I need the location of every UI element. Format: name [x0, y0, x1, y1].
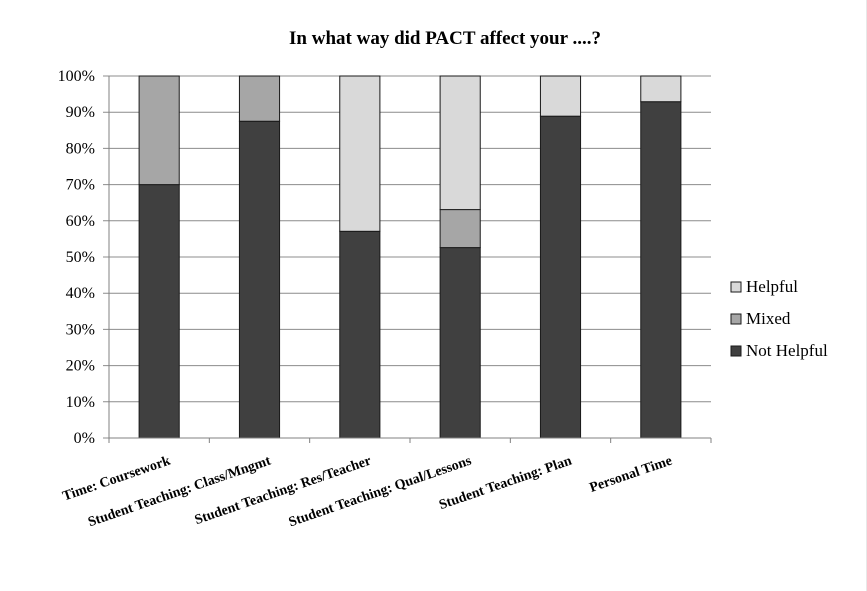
- bar-segment-not-helpful: [539, 115, 582, 439]
- y-tick-label: 60%: [66, 213, 95, 230]
- y-tick-label: 50%: [66, 249, 95, 266]
- bar-segment-not-helpful: [138, 184, 180, 439]
- legend-swatch: [730, 345, 742, 357]
- bar-segment-mixed: [138, 75, 180, 186]
- bar-segment-helpful: [339, 75, 381, 232]
- bar-segment-helpful: [539, 75, 582, 117]
- x-tick-label: Student Teaching: Qual/Lessons: [287, 453, 474, 530]
- legend-label: Helpful: [746, 277, 798, 296]
- bar-segment-helpful: [640, 75, 682, 103]
- x-tick-label: Student Teaching: Res/Teacher: [193, 454, 373, 529]
- bars: [138, 75, 682, 439]
- y-tick-label: 0%: [74, 430, 95, 447]
- bar-segment-mixed: [238, 75, 281, 122]
- bar-segment-not-helpful: [640, 101, 682, 439]
- bar-segment-not-helpful: [439, 247, 481, 439]
- y-tick-label: 30%: [66, 321, 95, 338]
- y-tick-label: 10%: [66, 394, 95, 411]
- legend: Helpful Mixed Not Helpful: [730, 277, 828, 360]
- gridlines: [103, 75, 711, 439]
- y-tick-label: 70%: [66, 177, 95, 194]
- legend-swatch: [730, 281, 742, 293]
- legend-label: Not Helpful: [746, 341, 828, 360]
- y-tick-label: 40%: [66, 285, 95, 302]
- y-tick-label: 100%: [58, 68, 95, 85]
- bar-segment-mixed: [439, 209, 481, 249]
- y-tick-label: 80%: [66, 140, 95, 157]
- bar-segment-not-helpful: [238, 120, 281, 439]
- x-tick-label: Student Teaching: Class/Mngmt: [86, 453, 273, 530]
- bar-segment-not-helpful: [339, 230, 381, 439]
- y-tick-label: 20%: [66, 358, 95, 375]
- y-tick-label: 90%: [66, 104, 95, 121]
- x-tick-label: Personal Time: [588, 454, 674, 496]
- axes: [108, 0, 867, 591]
- legend-label: Mixed: [746, 309, 791, 328]
- chart-title: In what way did PACT affect your ....?: [289, 28, 601, 49]
- legend-swatch: [730, 313, 742, 325]
- bar-segment-helpful: [439, 75, 481, 211]
- y-axis-ticks: 0% 10% 20% 30% 40% 50% 60% 70% 80% 90% 100%: [58, 68, 95, 447]
